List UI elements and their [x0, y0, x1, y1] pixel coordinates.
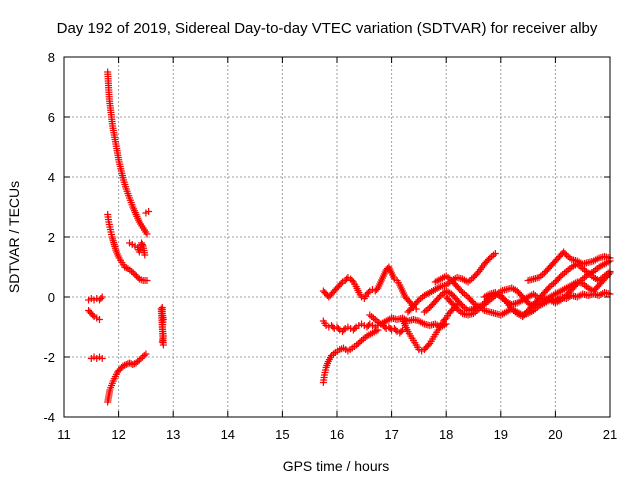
data-point [414, 298, 422, 305]
data-point [143, 230, 151, 238]
series-arc-l [319, 317, 407, 337]
data-point [139, 353, 147, 361]
data-point [441, 316, 449, 323]
data-point [337, 280, 345, 287]
data-point [397, 328, 405, 335]
data-point [138, 239, 146, 247]
data-point [134, 358, 142, 365]
data-point [405, 298, 413, 305]
data-point [364, 289, 372, 296]
plot-frame [63, 56, 611, 418]
data-point [97, 295, 105, 302]
x-tick-label: 20 [548, 427, 562, 442]
data-point [137, 355, 145, 362]
data-point [555, 274, 563, 281]
data-point [452, 304, 460, 311]
series-arc-h [157, 304, 167, 349]
data-point [457, 301, 465, 308]
x-tick-label: 21 [603, 427, 617, 442]
data-point [605, 271, 613, 278]
series-arc-t [524, 248, 614, 284]
data-point [158, 338, 166, 346]
series-arc-e [142, 208, 153, 217]
data-point [485, 256, 493, 263]
series-arc-k [319, 263, 420, 313]
y-tick-label: -4 [43, 410, 55, 425]
series-arc-d [104, 68, 151, 238]
data-point [98, 355, 106, 362]
x-axis-label: GPS time / hours [283, 458, 390, 474]
y-tick-label: 4 [48, 170, 55, 185]
data-point [561, 250, 569, 257]
data-point [424, 341, 432, 349]
data-point [129, 269, 137, 277]
x-tick-label: 19 [494, 427, 508, 442]
data-point [142, 350, 150, 358]
x-tick-label: 14 [221, 427, 235, 442]
x-tick-label: 17 [384, 427, 398, 442]
series-arc-g [126, 239, 149, 259]
data-point [128, 268, 136, 275]
data-point [340, 326, 348, 334]
data-point [348, 277, 356, 284]
data-points [85, 68, 614, 406]
series-arc-c [87, 353, 106, 362]
data-point [119, 362, 127, 370]
series-arc-f [104, 211, 151, 284]
data-point [141, 251, 149, 259]
data-point [353, 341, 361, 349]
series-arc-a [85, 293, 106, 304]
data-point [132, 359, 140, 367]
data-point [334, 325, 342, 332]
data-point [468, 298, 476, 305]
y-tick-label: 2 [48, 230, 55, 245]
series-arc-o [404, 250, 499, 316]
y-axis-label: SDTVAR / TECUs [6, 181, 22, 293]
data-point [121, 263, 129, 271]
data-point [121, 361, 129, 369]
data-point [129, 361, 137, 368]
data-point [545, 284, 553, 292]
data-point [98, 293, 106, 301]
series-arc-b [85, 307, 103, 323]
data-point [89, 311, 97, 319]
data-point [351, 325, 359, 332]
data-point [356, 338, 364, 346]
data-point [157, 305, 165, 313]
x-tick-label: 12 [111, 427, 125, 442]
series-arc-s [480, 269, 614, 308]
data-point [435, 293, 443, 301]
data-point [140, 352, 148, 359]
data-point [457, 287, 465, 295]
y-tick-label: 6 [48, 110, 55, 125]
y-tick-label: 8 [48, 50, 55, 65]
chart-title: Day 192 of 2019, Sidereal Day-to-day VTE… [57, 20, 598, 37]
y-tick-label: -2 [43, 350, 55, 365]
grid-lines [64, 57, 610, 417]
data-point [95, 316, 103, 323]
x-tick-label: 15 [275, 427, 289, 442]
x-tick-label: 13 [166, 427, 180, 442]
x-tick-label: 16 [330, 427, 344, 442]
series-arc-i [104, 350, 150, 406]
data-point [122, 264, 130, 272]
data-point [122, 361, 130, 368]
data-point [143, 277, 151, 284]
data-point [142, 209, 150, 217]
axis-ticks: 11 12 13 14 15 16 17 18 19 20 21 -4 -2 0 2 4 6 8 [43, 50, 617, 442]
data-point [491, 250, 499, 257]
x-tick-label: 18 [439, 427, 453, 442]
series-arc-j [319, 326, 382, 386]
y-tick-label: 0 [48, 290, 55, 305]
data-point [138, 241, 146, 248]
x-tick-label: 11 [57, 427, 71, 442]
data-point [354, 340, 362, 347]
data-point [135, 356, 143, 364]
data-point [126, 359, 134, 367]
data-point [392, 326, 400, 334]
